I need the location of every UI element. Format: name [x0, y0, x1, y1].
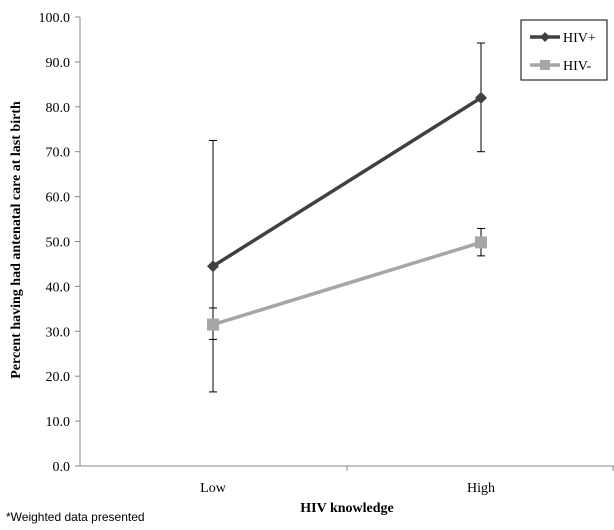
y-tick-label: 60.0: [46, 191, 71, 206]
y-tick-label: 70.0: [46, 146, 71, 161]
data-point: [207, 260, 219, 273]
y-tick-label: 80.0: [46, 101, 71, 116]
series-line: [212, 96, 482, 268]
legend: HIV+ HIV-: [520, 19, 608, 81]
y-tick-label: 40.0: [46, 280, 71, 295]
series-line: [212, 240, 482, 327]
y-tick-label: 10.0: [46, 415, 71, 430]
axes: [79, 17, 614, 467]
legend-marker: [540, 60, 550, 70]
y-tick-label: 0.0: [53, 460, 71, 475]
legend-item: HIV-: [530, 59, 592, 74]
y-tick-label: 50.0: [46, 236, 71, 251]
footnote: *Weighted data presented: [6, 510, 145, 524]
y-tick-label: 20.0: [46, 370, 71, 385]
data-point: [207, 318, 219, 331]
legend-item: HIV+: [530, 31, 596, 46]
legend-marker: [540, 32, 550, 42]
axis-ticks: 0.0 10.0 20.0 30.0 40.0 50.0 60.0 70.0 80.0 90.0 1…: [39, 11, 614, 496]
legend-label: HIV+: [563, 31, 596, 46]
y-tick-label: 100.0: [39, 11, 71, 26]
y-tick-label: 90.0: [46, 56, 71, 71]
series-layer: [207, 42, 487, 393]
x-tick-label: High: [467, 481, 495, 496]
data-point: [475, 236, 487, 249]
data-point: [475, 91, 487, 104]
series-hiv-positive: [207, 42, 487, 393]
series-hiv-negative: [207, 227, 487, 340]
x-axis-label: HIV knowledge: [300, 501, 393, 516]
y-tick-label: 30.0: [46, 325, 71, 340]
legend-box: [520, 19, 608, 81]
x-tick-label: Low: [200, 481, 227, 496]
legend-label: HIV-: [563, 59, 592, 74]
y-axis-label: Percent having had antenatal care at las…: [9, 101, 24, 379]
